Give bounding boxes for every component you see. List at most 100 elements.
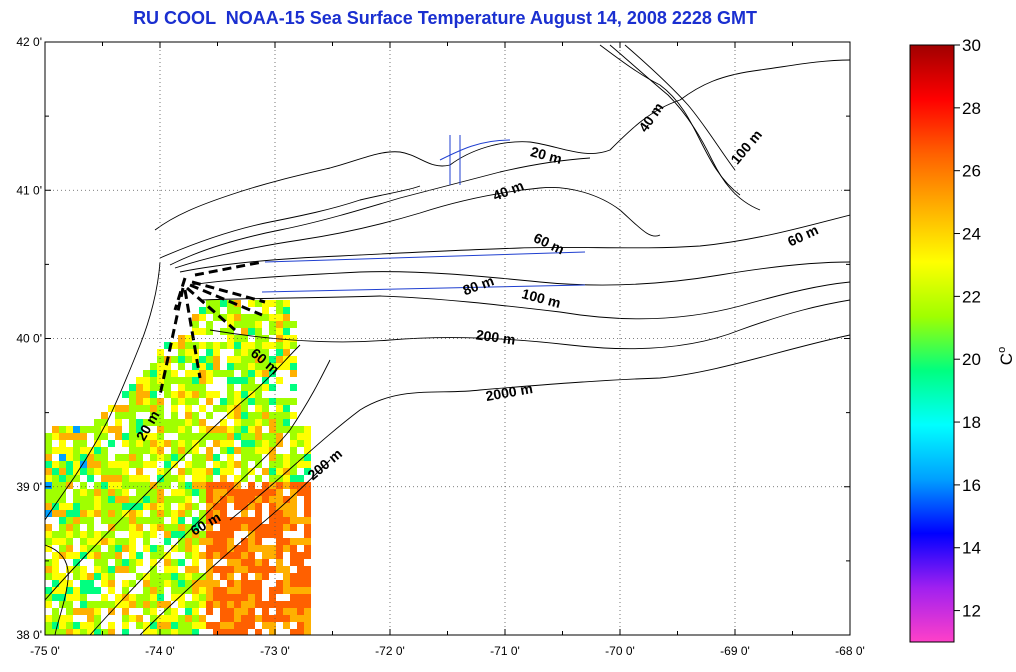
sst-pixel bbox=[199, 587, 206, 594]
contour-2000m bbox=[229, 334, 850, 521]
sst-pixel bbox=[87, 622, 94, 629]
sst-pixel bbox=[269, 566, 276, 573]
sst-pixel bbox=[87, 496, 94, 503]
sst-pixel bbox=[234, 349, 241, 356]
sst-pixel bbox=[59, 475, 66, 482]
sst-pixel bbox=[290, 629, 297, 635]
sst-pixel bbox=[206, 503, 213, 510]
sst-pixel bbox=[192, 412, 199, 419]
sst-pixel bbox=[101, 461, 108, 468]
sst-pixel bbox=[150, 412, 157, 419]
sst-pixel bbox=[136, 482, 143, 489]
sst-pixel bbox=[143, 384, 150, 391]
sst-pixel bbox=[94, 468, 101, 475]
sst-pixel bbox=[269, 615, 276, 622]
sst-pixel bbox=[171, 510, 178, 517]
sst-pixel bbox=[94, 503, 101, 510]
sst-pixel bbox=[241, 419, 248, 426]
sst-pixel bbox=[150, 489, 157, 496]
sst-pixel bbox=[129, 566, 136, 573]
sst-pixel bbox=[115, 433, 122, 440]
sst-pixel bbox=[108, 531, 115, 538]
sst-pixel bbox=[178, 475, 185, 482]
colorbar-tick-label: 12 bbox=[962, 602, 981, 621]
sst-pixel bbox=[220, 419, 227, 426]
sst-pixel bbox=[185, 608, 192, 615]
sst-pixel bbox=[290, 370, 297, 377]
sst-pixel bbox=[290, 580, 297, 587]
sst-pixel bbox=[241, 433, 248, 440]
sst-pixel bbox=[220, 461, 227, 468]
sst-pixel bbox=[297, 433, 304, 440]
sst-pixel bbox=[304, 580, 311, 587]
sst-pixel bbox=[269, 419, 276, 426]
sst-pixel bbox=[87, 461, 94, 468]
y-tick-label: 41 0' bbox=[16, 183, 42, 197]
sst-pixel bbox=[185, 440, 192, 447]
sst-pixel bbox=[59, 552, 66, 559]
sst-pixel bbox=[73, 559, 80, 566]
sst-pixel bbox=[255, 545, 262, 552]
sst-pixel bbox=[185, 489, 192, 496]
sst-pixel bbox=[185, 391, 192, 398]
sst-pixel bbox=[178, 349, 185, 356]
sst-pixel bbox=[234, 559, 241, 566]
sst-pixel bbox=[199, 342, 206, 349]
sst-pixel bbox=[80, 538, 87, 545]
sst-pixel bbox=[87, 503, 94, 510]
sst-pixel bbox=[206, 622, 213, 629]
sst-pixel bbox=[234, 412, 241, 419]
sst-pixel bbox=[94, 615, 101, 622]
sst-pixel bbox=[283, 342, 290, 349]
sst-pixel bbox=[276, 615, 283, 622]
sst-pixel bbox=[241, 594, 248, 601]
sst-pixel bbox=[157, 510, 164, 517]
sst-pixel bbox=[290, 587, 297, 594]
sst-pixel bbox=[129, 433, 136, 440]
sst-pixel bbox=[164, 440, 171, 447]
sst-pixel bbox=[297, 615, 304, 622]
sst-pixel bbox=[276, 328, 283, 335]
sst-pixel bbox=[73, 468, 80, 475]
sst-pixel bbox=[283, 566, 290, 573]
sst-pixel bbox=[143, 629, 150, 635]
sst-pixel bbox=[157, 412, 164, 419]
sst-pixel bbox=[248, 342, 255, 349]
sst-pixel bbox=[87, 510, 94, 517]
sst-pixel bbox=[206, 426, 213, 433]
sst-pixel bbox=[290, 482, 297, 489]
sst-pixel bbox=[94, 573, 101, 580]
sst-pixel bbox=[150, 398, 157, 405]
sst-pixel bbox=[192, 475, 199, 482]
sst-pixel bbox=[164, 503, 171, 510]
sst-pixel bbox=[234, 307, 241, 314]
sst-pixel bbox=[262, 601, 269, 608]
sst-pixel bbox=[220, 608, 227, 615]
sst-pixel bbox=[269, 426, 276, 433]
sst-pixel bbox=[192, 433, 199, 440]
sst-pixel bbox=[178, 601, 185, 608]
sst-pixel bbox=[108, 426, 115, 433]
sst-pixel bbox=[213, 356, 220, 363]
sst-pixel bbox=[213, 566, 220, 573]
sst-pixel bbox=[164, 377, 171, 384]
sst-pixel bbox=[59, 433, 66, 440]
sst-pixel bbox=[185, 370, 192, 377]
sst-pixel bbox=[136, 454, 143, 461]
sst-pixel bbox=[283, 510, 290, 517]
sst-pixel bbox=[255, 517, 262, 524]
colorbar-tick-label: 30 bbox=[962, 36, 981, 55]
sst-pixel bbox=[45, 615, 52, 622]
sst-pixel bbox=[101, 447, 108, 454]
sst-pixel bbox=[59, 531, 66, 538]
sst-pixel bbox=[269, 440, 276, 447]
sst-pixel bbox=[192, 594, 199, 601]
sst-pixel bbox=[255, 573, 262, 580]
sst-pixel bbox=[87, 447, 94, 454]
sst-pixel bbox=[248, 468, 255, 475]
sst-pixel bbox=[199, 615, 206, 622]
y-tick-label: 40 0' bbox=[16, 332, 42, 346]
sst-pixel bbox=[157, 405, 164, 412]
sst-pixel bbox=[297, 482, 304, 489]
sst-pixel bbox=[171, 391, 178, 398]
